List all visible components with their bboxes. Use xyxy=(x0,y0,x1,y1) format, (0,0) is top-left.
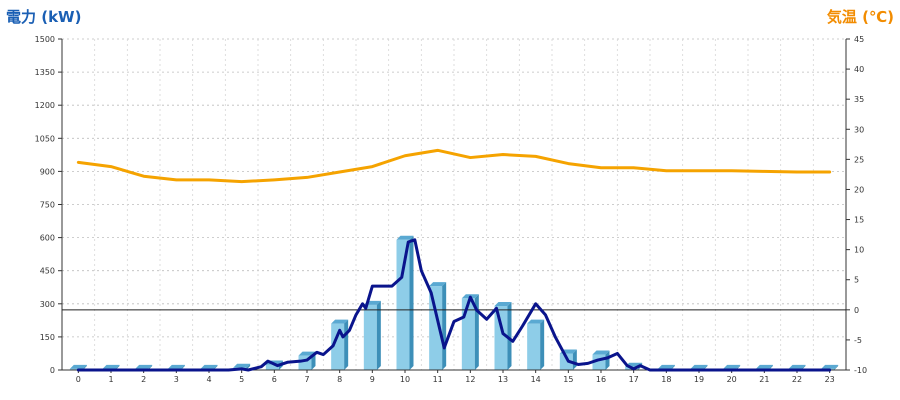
bar-top xyxy=(788,364,806,369)
bar-side xyxy=(376,300,381,370)
bar-top xyxy=(690,364,708,369)
x-tick-label: 13 xyxy=(498,375,508,384)
bar-side xyxy=(442,282,447,370)
bar-front xyxy=(429,286,443,370)
left-tick-label: 450 xyxy=(40,267,55,276)
x-tick-label: 20 xyxy=(727,375,737,384)
bar-top xyxy=(494,302,512,307)
bar-top xyxy=(298,351,316,356)
x-tick-label: 11 xyxy=(433,375,443,384)
bar xyxy=(363,300,381,370)
x-tick-label: 23 xyxy=(825,375,835,384)
x-tick-label: 7 xyxy=(304,375,309,384)
x-tick-label: 0 xyxy=(76,375,81,384)
bar-top xyxy=(396,235,414,240)
right-tick-label: 25 xyxy=(854,155,864,164)
x-tick-label: 10 xyxy=(400,375,410,384)
bar-top xyxy=(331,319,349,324)
right-tick-label: 10 xyxy=(854,246,864,255)
left-tick-label: 750 xyxy=(40,201,55,210)
right-tick-label: 45 xyxy=(854,35,864,44)
right-tick-label: -5 xyxy=(854,336,862,345)
bar-front xyxy=(363,304,377,370)
bar-side xyxy=(507,302,512,370)
bar-front xyxy=(69,368,83,370)
left-tick-label: 1200 xyxy=(35,101,55,110)
bar-side xyxy=(344,319,349,370)
tick-labels: 01503004506007509001050120013501500-10-5… xyxy=(35,35,867,384)
bar xyxy=(527,319,545,370)
x-tick-label: 1 xyxy=(108,375,113,384)
right-tick-label: 40 xyxy=(854,65,864,74)
x-tick-label: 17 xyxy=(629,375,639,384)
left-tick-label: 1050 xyxy=(35,134,55,143)
bar-top xyxy=(233,363,251,368)
right-tick-label: 35 xyxy=(854,95,864,104)
x-tick-label: 21 xyxy=(759,375,769,384)
x-tick-label: 19 xyxy=(694,375,704,384)
bar-top xyxy=(69,364,87,369)
bar-top xyxy=(592,350,610,355)
left-tick-label: 300 xyxy=(40,300,55,309)
left-tick-label: 900 xyxy=(40,167,55,176)
bar-top xyxy=(723,364,741,369)
bar-front xyxy=(265,364,279,370)
bar-top xyxy=(821,364,839,369)
x-tick-label: 14 xyxy=(531,375,541,384)
bar-side xyxy=(605,350,610,370)
power-line xyxy=(76,238,832,372)
right-axis-title: 気温 (℃) xyxy=(827,8,894,26)
bar-top xyxy=(167,364,185,369)
x-tick-label: 18 xyxy=(661,375,671,384)
x-tick-label: 22 xyxy=(792,375,802,384)
bar xyxy=(461,294,479,370)
line-series xyxy=(76,148,832,372)
left-tick-label: 1500 xyxy=(35,35,55,44)
bar-front xyxy=(396,239,410,370)
bar-side xyxy=(409,235,414,370)
bar-top xyxy=(429,282,447,287)
bar xyxy=(559,349,577,370)
right-tick-label: 20 xyxy=(854,185,864,194)
bar xyxy=(494,302,512,370)
left-tick-label: 150 xyxy=(40,333,55,342)
bar-top xyxy=(657,364,675,369)
x-tick-label: 8 xyxy=(337,375,342,384)
x-tick-label: 16 xyxy=(596,375,606,384)
bar-front xyxy=(527,323,541,370)
bar-top xyxy=(755,364,773,369)
right-tick-label: 15 xyxy=(854,216,864,225)
right-tick-label: 5 xyxy=(854,276,859,285)
bar-top xyxy=(135,364,153,369)
x-tick-label: 6 xyxy=(272,375,277,384)
temperature-line xyxy=(76,148,832,184)
bar-front xyxy=(461,298,475,370)
bar-front xyxy=(559,353,573,370)
bar-side xyxy=(540,319,545,370)
bar-top xyxy=(102,364,120,369)
x-tick-label: 5 xyxy=(239,375,244,384)
bar-top xyxy=(527,319,545,324)
bar-top xyxy=(200,364,218,369)
bar-front xyxy=(494,306,508,370)
x-tick-label: 15 xyxy=(563,375,573,384)
right-tick-label: 0 xyxy=(854,306,859,315)
left-tick-label: 1350 xyxy=(35,68,55,77)
x-tick-label: 2 xyxy=(141,375,146,384)
x-tick-label: 9 xyxy=(370,375,375,384)
bar-side xyxy=(834,364,839,370)
x-tick-label: 3 xyxy=(174,375,179,384)
left-tick-label: 600 xyxy=(40,234,55,243)
grid-lines xyxy=(62,38,846,370)
x-tick-label: 4 xyxy=(206,375,211,384)
right-tick-label: 30 xyxy=(854,125,864,134)
x-tick-label: 12 xyxy=(465,375,475,384)
left-axis-title: 電力 (kW) xyxy=(6,8,81,26)
right-tick-label: -10 xyxy=(854,366,867,375)
left-tick-label: 0 xyxy=(50,366,55,375)
bar xyxy=(396,235,414,370)
